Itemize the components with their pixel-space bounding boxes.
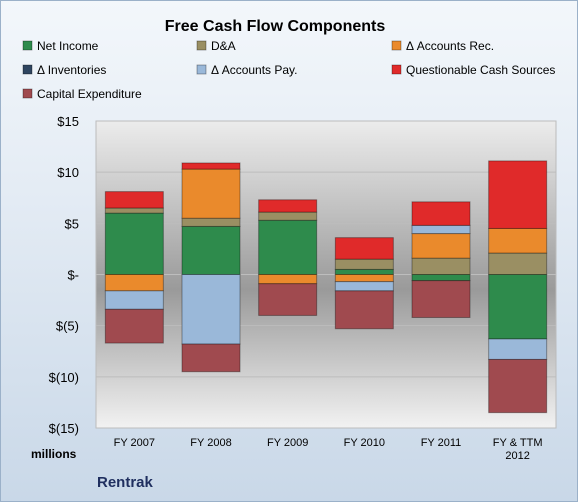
bar-delta-accounts-rec <box>488 227 548 254</box>
chart-title: Free Cash Flow Components <box>165 18 386 35</box>
bar-questionable-cash-sources <box>104 191 164 209</box>
legend-swatch <box>196 64 207 75</box>
legend-swatch <box>196 40 207 51</box>
x-axis-categories: FY 2007 FY 2008 FY 2009 FY 2010 FY 2011 FY & … <box>114 437 543 462</box>
legend-item-delta-accounts-pay: Δ Accounts Pay. <box>196 63 298 77</box>
bar-net-income <box>334 268 394 275</box>
bar-d-a <box>488 252 548 275</box>
legend-label: Questionable Cash Sources <box>406 63 555 77</box>
bar-net-income <box>181 225 241 276</box>
x-category-label: FY 2010 <box>344 437 385 449</box>
units-label: millions <box>31 447 77 461</box>
y-tick-label: $15 <box>57 114 79 129</box>
legend-label: Δ Accounts Pay. <box>211 63 298 77</box>
bar-d-a <box>181 217 241 227</box>
bar-capital-expenditure <box>411 280 471 318</box>
legend-item-delta-accounts-rec: Δ Accounts Rec. <box>391 39 494 53</box>
bar-capital-expenditure <box>104 308 164 344</box>
legend-swatch <box>22 64 33 75</box>
legend-label: Δ Inventories <box>37 63 106 77</box>
y-tick-label: $(5) <box>56 319 79 334</box>
bar-delta-accounts-rec <box>258 274 318 285</box>
x-category-label: FY 2008 <box>190 437 231 449</box>
bar-delta-accounts-rec <box>411 233 471 259</box>
bar-net-income <box>488 274 548 340</box>
legend-label: D&A <box>211 39 236 53</box>
legend-swatch <box>22 40 33 51</box>
bar-delta-accounts-rec <box>334 274 394 283</box>
x-category-label: FY 2007 <box>114 437 155 449</box>
x-category-label: FY & TTM 2012 <box>493 437 543 462</box>
y-tick-label: $(10) <box>49 370 79 385</box>
bar-questionable-cash-sources <box>258 199 318 213</box>
legend-label: Net Income <box>37 39 99 53</box>
bar-delta-accounts-pay <box>181 274 241 345</box>
x-category-label: FY 2011 <box>421 437 462 449</box>
x-category-label: FY 2009 <box>267 437 308 449</box>
bar-delta-accounts-pay <box>411 224 471 235</box>
gridlines <box>96 120 556 429</box>
bar-delta-accounts-rec <box>181 168 241 219</box>
legend-swatch <box>391 64 402 75</box>
bar-delta-accounts-pay <box>488 338 548 360</box>
bar-d-a <box>334 258 394 270</box>
legend-swatch <box>22 88 33 99</box>
bar-questionable-cash-sources <box>181 162 241 170</box>
legend-swatch <box>391 40 402 51</box>
legend-item-d-a: D&A <box>196 39 236 53</box>
bar-questionable-cash-sources <box>411 201 471 226</box>
bar-net-income <box>411 274 471 282</box>
company-name: Rentrak <box>97 474 154 491</box>
bar-d-a <box>104 207 164 214</box>
bar-delta-accounts-pay <box>104 290 164 310</box>
bar-capital-expenditure <box>334 290 394 330</box>
bar-d-a <box>411 257 471 276</box>
bar-questionable-cash-sources <box>488 160 548 229</box>
y-tick-label: $5 <box>65 216 79 231</box>
legend-item-delta-inventories: Δ Inventories <box>22 63 106 77</box>
bar-delta-accounts-rec <box>104 274 164 292</box>
bar-delta-accounts-pay <box>334 281 394 292</box>
legend: Net Income D&A Δ Accounts Rec. Δ Inventorie… <box>22 39 555 101</box>
bar-net-income <box>104 212 164 276</box>
legend-item-net-income: Net Income <box>22 39 99 53</box>
bars <box>104 160 548 414</box>
y-tick-label: $(15) <box>49 421 79 436</box>
bar-d-a <box>258 211 318 221</box>
y-tick-label: $10 <box>57 165 79 180</box>
y-axis-ticks: $15 $10 $5 $- $(5) $(10) $(15) <box>49 114 79 436</box>
y-tick-label: $- <box>67 268 79 283</box>
bar-questionable-cash-sources <box>334 237 394 260</box>
bar-capital-expenditure <box>258 283 318 316</box>
legend-item-questionable-cash-sources: Questionable Cash Sources <box>391 63 555 77</box>
legend-item-capital-expenditure: Capital Expenditure <box>22 87 142 101</box>
legend-label: Capital Expenditure <box>37 87 142 101</box>
legend-label: Δ Accounts Rec. <box>406 39 494 53</box>
bar-capital-expenditure <box>488 358 548 414</box>
bar-capital-expenditure <box>181 343 241 373</box>
bar-net-income <box>258 219 318 276</box>
